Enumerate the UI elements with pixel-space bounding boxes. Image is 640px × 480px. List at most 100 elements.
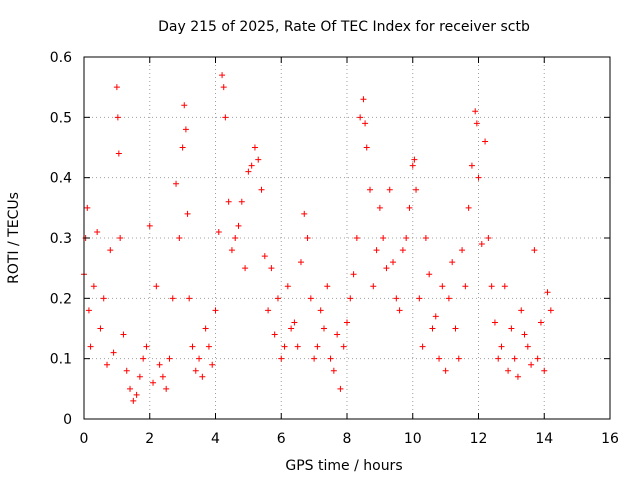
data-point [311,355,318,362]
data-point [248,162,255,169]
data-point [265,307,272,314]
data-point [284,283,291,290]
data-point [97,325,104,332]
data-point [179,144,186,151]
data-point [228,247,235,254]
data-point [199,373,206,380]
data-point [498,343,505,350]
data-point [301,210,308,217]
data-point [317,307,324,314]
data-point [511,355,518,362]
data-point [225,198,232,205]
data-point [376,204,383,211]
y-axis-label: ROTI / TECUs [6,192,22,284]
y-tick-label: 0.4 [50,171,72,187]
data-point [186,295,193,302]
data-point [120,331,127,338]
data-point [150,379,157,386]
data-point [350,271,357,278]
data-point [475,174,482,181]
data-point [238,198,245,205]
data-point [173,180,180,187]
grid-lines [84,57,610,419]
data-point [261,253,268,260]
data-point [334,331,341,338]
data-point [459,247,466,254]
data-point [181,102,188,109]
data-point [505,367,512,374]
data-point [242,265,249,272]
data-point [422,235,429,241]
data-point [360,96,367,103]
data-point [166,355,173,362]
data-point [159,373,166,380]
x-tick-label: 10 [404,431,422,447]
data-point [347,295,354,302]
data-point [222,114,229,121]
data-point [531,247,538,254]
data-point [373,247,380,254]
data-point [426,271,433,278]
data-point [110,349,117,356]
data-point [432,313,439,320]
data-point [107,247,114,254]
data-point [455,355,462,362]
data-point [202,325,209,332]
data-point [140,355,147,362]
chart-title: Day 215 of 2025, Rate Of TEC Index for r… [158,19,530,35]
x-axis-label: GPS time / hours [285,458,402,474]
data-point [363,144,370,151]
data-point [518,307,525,314]
data-point [114,114,121,121]
data-point [184,210,191,217]
data-point [123,367,130,374]
data-point [205,343,212,350]
y-tick-label: 0.5 [50,110,72,126]
data-point [534,355,541,362]
data-point [465,204,472,211]
data-point [547,307,554,314]
axis-ticks [83,56,611,420]
data-point [380,235,387,241]
y-tick-labels: 0 0.1 0.2 0.3 0.4 0.5 0.6 [50,50,72,428]
data-point [100,295,107,302]
data-point [182,126,189,133]
data-point [396,307,403,314]
data-point [297,259,304,266]
data-point [133,391,140,398]
data-point [271,331,278,338]
data-point [488,283,495,290]
y-tick-label: 0.1 [50,352,72,368]
data-point [403,235,410,241]
data-point [281,343,288,350]
data-point [445,295,452,302]
data-point [84,204,91,211]
data-point [209,361,216,368]
data-point [94,228,101,235]
data-point [156,361,163,368]
data-point [278,355,285,362]
data-point [544,289,551,296]
data-point [439,283,446,290]
data-point [251,144,258,151]
data-point [462,283,469,290]
data-point [192,367,199,374]
data-point [255,156,262,163]
data-point [473,120,480,127]
data-point [212,307,219,314]
data-point [406,204,413,211]
data-point [485,235,492,241]
data-point [304,235,311,241]
data-point [245,168,252,175]
data-point [501,283,508,290]
data-point [370,283,377,290]
x-tick-label: 14 [535,431,553,447]
data-point [537,319,544,326]
data-point [146,222,153,229]
y-tick-label: 0.2 [50,291,72,307]
data-point [472,108,479,115]
data-point [468,162,475,169]
x-tick-label: 0 [80,431,89,447]
data-point [411,156,418,163]
